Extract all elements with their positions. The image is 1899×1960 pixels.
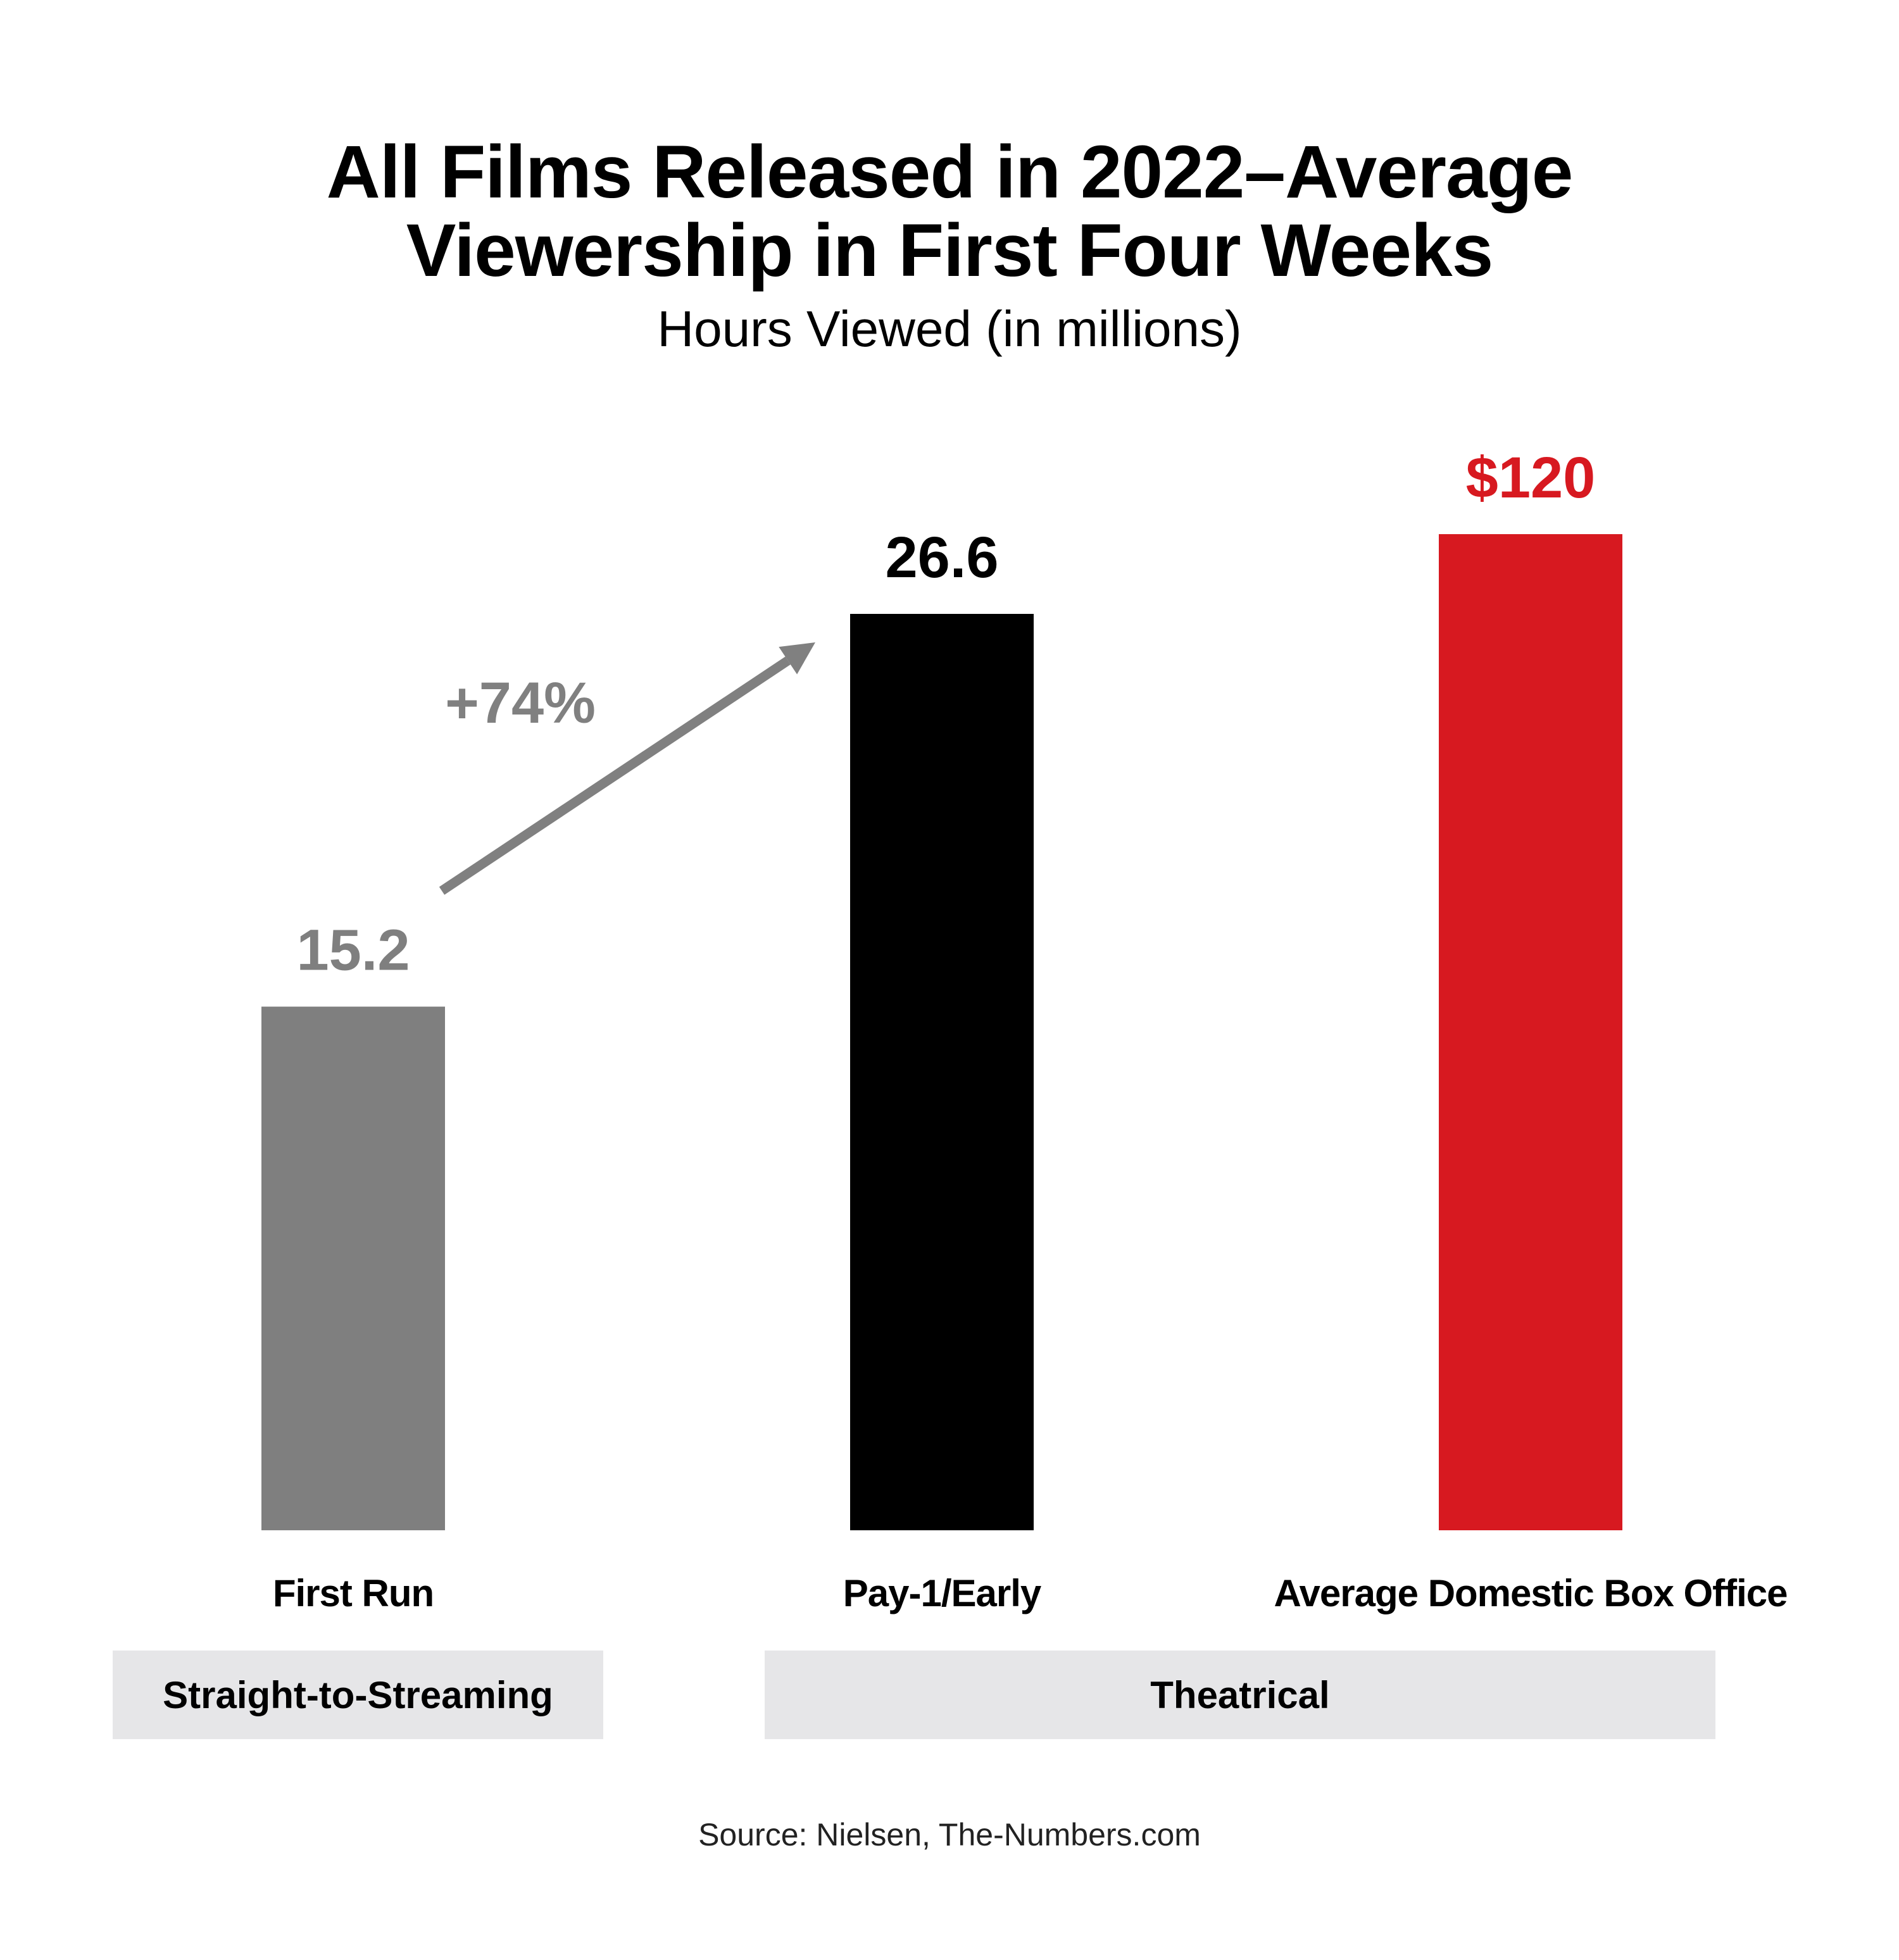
group-label-straight-to-streaming: Straight-to-Streaming: [113, 1651, 603, 1739]
category-label-first-run: First Run: [272, 1572, 434, 1614]
chart-subtitle: Hours Viewed (in millions): [657, 301, 1242, 357]
growth-arrow-shaft: [439, 656, 791, 895]
bar-pay-1-early: [850, 614, 1034, 1530]
growth-annotation-label: +74%: [445, 671, 596, 735]
value-label-average-domestic-box-office: $120: [1466, 446, 1596, 510]
value-label-pay-1-early: 26.6: [885, 525, 998, 590]
chart-title-line-1: All Films Released in 2022–Average: [326, 130, 1574, 214]
group-label-theatrical: Theatrical: [765, 1651, 1715, 1739]
group-label-text: Straight-to-Streaming: [163, 1673, 553, 1716]
growth-arrow-head: [779, 642, 815, 675]
bar-chart: 15.2 26.6 $120 +74%: [261, 446, 1622, 1530]
group-label-text: Theatrical: [1150, 1673, 1330, 1716]
value-label-first-run: 15.2: [296, 918, 410, 983]
source-note: Source: Nielsen, The-Numbers.com: [698, 1817, 1201, 1852]
bar-first-run: [261, 1006, 445, 1530]
chart-title-line-2: Viewership in First Four Weeks: [406, 209, 1494, 292]
bar-average-domestic-box-office: [1439, 534, 1622, 1530]
category-label-pay-1-early: Pay-1/Early: [843, 1572, 1042, 1614]
category-label-average-domestic-box-office: Average Domestic Box Office: [1274, 1572, 1788, 1614]
